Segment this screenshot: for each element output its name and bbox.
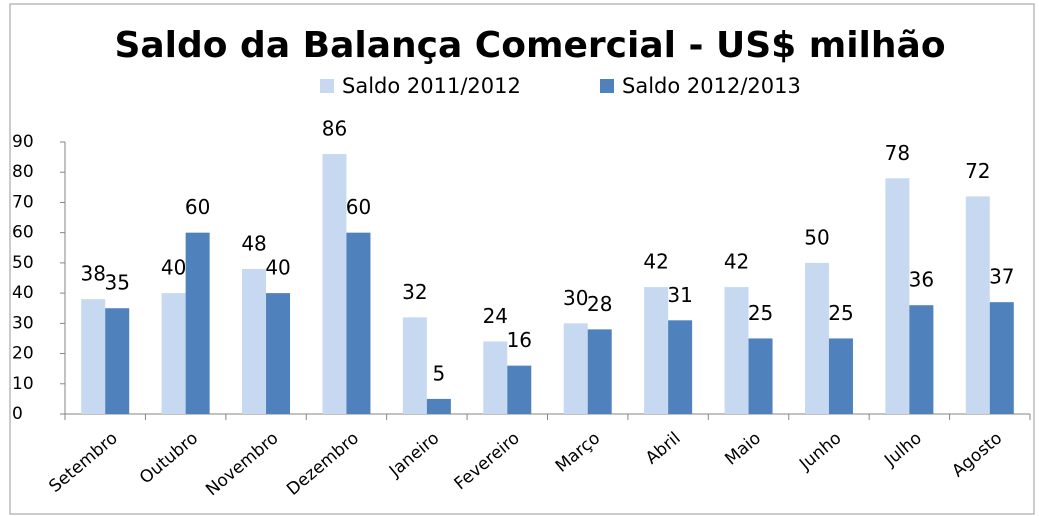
x-tick-label: Abril: [642, 428, 685, 468]
y-tick-label: 50: [12, 253, 34, 273]
data-label: 78: [885, 141, 910, 165]
bar: [563, 323, 588, 414]
x-tick-label: Maio: [721, 428, 765, 469]
chart-border: [9, 3, 1035, 515]
data-label: 35: [104, 271, 129, 295]
bar: [105, 308, 130, 414]
y-tick-label: 90: [12, 132, 34, 152]
x-tick-label: Julho: [880, 428, 926, 471]
bar: [668, 320, 693, 414]
y-tick-label: 20: [12, 344, 34, 364]
legend-swatch: [320, 79, 334, 93]
bar: [804, 262, 829, 414]
bar: [965, 196, 990, 414]
data-label: 40: [265, 256, 290, 280]
bar: [885, 178, 910, 414]
y-tick-label: 30: [12, 313, 34, 333]
x-tick-label: Novembro: [202, 428, 282, 500]
bar: [748, 338, 773, 414]
bar: [644, 287, 669, 414]
bar: [322, 154, 347, 415]
legend-label: Saldo 2011/2012: [342, 74, 521, 98]
bar: [161, 293, 186, 414]
data-label: 50: [804, 225, 829, 249]
x-tick-label: Fevereiro: [451, 428, 524, 494]
bar: [989, 302, 1014, 414]
data-label: 30: [563, 286, 588, 310]
bar: [909, 305, 934, 414]
data-label: 48: [241, 231, 266, 255]
x-tick-label: Janeiro: [385, 428, 443, 482]
data-label: 25: [828, 301, 853, 325]
data-label: 16: [507, 328, 532, 352]
x-tick-label: Outubro: [136, 428, 202, 488]
chart-title: Saldo da Balança Comercial - US$ milhão: [114, 25, 945, 66]
data-label: 25: [748, 301, 773, 325]
legend-label: Saldo 2012/2013: [622, 74, 801, 98]
data-label: 32: [402, 280, 427, 304]
bar: [587, 329, 612, 414]
y-tick-label: 40: [12, 283, 34, 303]
data-label: 24: [483, 304, 508, 328]
bar: [81, 299, 106, 414]
bar: [266, 293, 291, 414]
data-label: 60: [346, 195, 371, 219]
y-tick-label: 70: [12, 192, 34, 212]
data-label: 31: [667, 283, 692, 307]
bar: [346, 232, 371, 414]
data-label: 72: [965, 159, 990, 183]
data-label: 42: [724, 250, 749, 274]
y-tick-label: 10: [12, 374, 34, 394]
x-tick-label: Março: [552, 428, 604, 476]
x-tick-label: Junho: [795, 428, 845, 475]
bar: [242, 268, 267, 414]
data-label: 5: [433, 361, 446, 385]
x-tick-label: Agosto: [948, 428, 1006, 481]
bar: [426, 398, 451, 414]
data-label: 60: [185, 195, 210, 219]
bar: [402, 317, 427, 414]
bar: [724, 287, 749, 414]
data-label: 36: [909, 268, 934, 292]
x-tick-label: Dezembro: [283, 428, 363, 499]
x-tick-label: Setembro: [45, 428, 121, 497]
bar: [507, 365, 532, 414]
bar: [185, 232, 210, 414]
data-label: 37: [989, 265, 1014, 289]
legend-swatch: [600, 79, 614, 93]
data-label: 86: [322, 117, 347, 141]
bar: [483, 341, 508, 414]
data-label: 28: [587, 292, 612, 316]
y-tick-label: 60: [12, 223, 34, 243]
data-label: 40: [161, 256, 186, 280]
y-tick-label: 0: [12, 404, 23, 424]
data-label: 42: [643, 250, 668, 274]
bar: [828, 338, 853, 414]
y-tick-label: 80: [12, 162, 34, 182]
data-label: 38: [80, 262, 105, 286]
